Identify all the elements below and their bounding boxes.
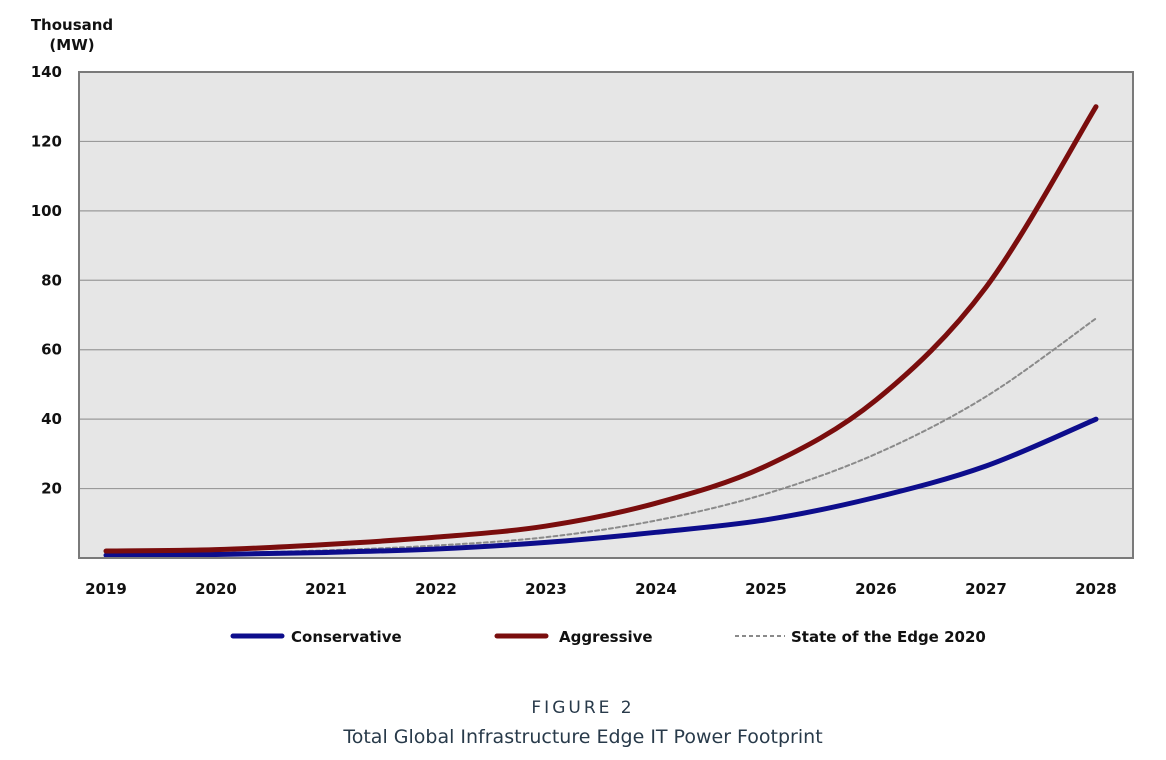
plot-area [79,72,1133,558]
x-tick-label: 2024 [635,580,677,598]
y-tick-label: 40 [41,410,62,428]
x-tick-label: 2025 [745,580,787,598]
y-tick-label: 20 [41,480,62,498]
legend: Conservative Aggressive State of the Edge … [230,628,986,646]
legend-label-conservative: Conservative [291,628,402,646]
y-tick-label: 120 [31,132,62,150]
x-tick-label: 2020 [195,580,237,598]
y-tick-label: 100 [31,202,62,220]
figure-title: Total Global Infrastructure Edge IT Powe… [343,726,823,748]
y-axis-label-line1: Thousand [31,16,113,34]
y-tick-label: 140 [31,63,62,81]
y-tick-label: 60 [41,341,62,359]
x-tick-label: 2026 [855,580,897,598]
x-tick-label: 2028 [1075,580,1117,598]
x-tick-label: 2021 [305,580,347,598]
y-tick-label: 80 [41,271,62,289]
x-tick-label: 2019 [85,580,127,598]
y-axis-ticks: 20 40 60 80 100 120 140 [31,63,62,498]
plot-frame [78,71,1134,559]
line-chart: Thousand (MW) 20 40 60 80 100 120 140 2019 2020… [31,16,1134,646]
legend-label-state-of-the-edge-2020: State of the Edge 2020 [791,628,986,646]
legend-label-aggressive: Aggressive [559,628,653,646]
figure-label: FIGURE 2 [531,698,635,718]
x-tick-label: 2023 [525,580,567,598]
series-line-conservative [103,416,1099,558]
series-line-aggressive [103,104,1099,554]
x-tick-label: 2027 [965,580,1007,598]
x-tick-label: 2022 [415,580,457,598]
x-axis-ticks: 2019 2020 2021 2022 2023 2024 2025 2026 2027 2028 [85,580,1117,598]
series-lines [103,104,1099,558]
y-axis-label-line2: (MW) [49,36,94,54]
